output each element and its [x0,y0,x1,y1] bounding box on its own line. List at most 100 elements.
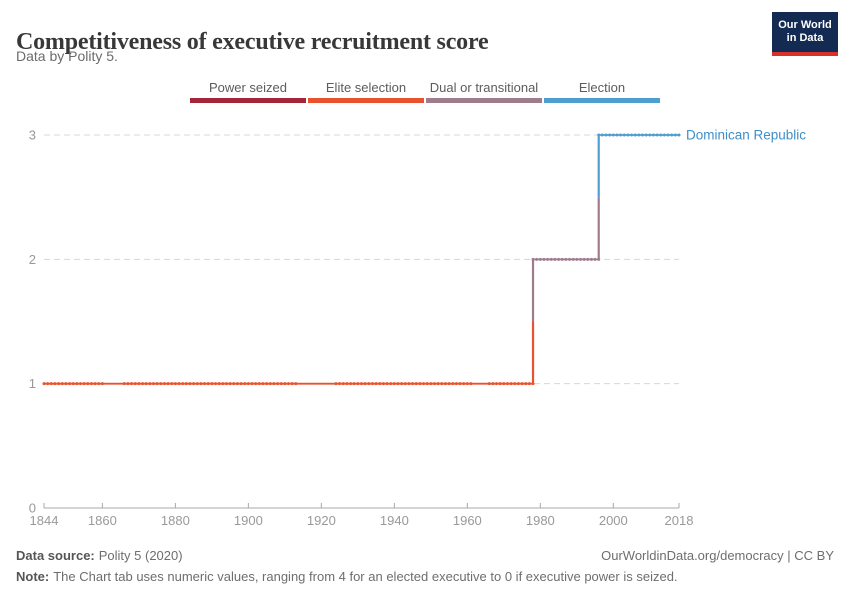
data-point[interactable] [673,133,677,137]
data-point[interactable] [272,382,276,386]
data-point[interactable] [440,382,444,386]
data-point[interactable] [246,382,250,386]
data-point[interactable] [454,382,458,386]
data-point[interactable] [604,133,608,137]
data-point[interactable] [513,382,517,386]
data-point[interactable] [495,382,499,386]
data-point[interactable] [206,382,210,386]
legend-item-elite-selection[interactable]: Elite selection [308,80,424,103]
data-point[interactable] [600,133,604,137]
data-point[interactable] [666,133,670,137]
data-point[interactable] [239,382,243,386]
data-point[interactable] [553,257,557,261]
data-point[interactable] [265,382,269,386]
data-point[interactable] [78,382,82,386]
data-point[interactable] [97,382,101,386]
data-point[interactable] [210,382,214,386]
data-point[interactable] [100,382,104,386]
data-point[interactable] [203,382,207,386]
data-point[interactable] [578,257,582,261]
data-point[interactable] [257,382,261,386]
data-point[interactable] [633,133,637,137]
data-point[interactable] [520,382,524,386]
data-point[interactable] [217,382,221,386]
data-point[interactable] [403,382,407,386]
data-point[interactable] [432,382,436,386]
data-point[interactable] [429,382,433,386]
data-point[interactable] [385,382,389,386]
data-point[interactable] [276,382,280,386]
data-point[interactable] [243,382,247,386]
data-point[interactable] [436,382,440,386]
data-point[interactable] [367,382,371,386]
data-point[interactable] [469,382,473,386]
data-point[interactable] [122,382,126,386]
data-point[interactable] [571,257,575,261]
data-point[interactable] [192,382,196,386]
data-point[interactable] [199,382,203,386]
data-point[interactable] [232,382,236,386]
data-point[interactable] [159,382,163,386]
data-point[interactable] [568,257,572,261]
data-point[interactable] [396,382,400,386]
data-point[interactable] [126,382,130,386]
data-point[interactable] [86,382,90,386]
data-point[interactable] [487,382,491,386]
data-point[interactable] [250,382,254,386]
data-point[interactable] [214,382,218,386]
data-point[interactable] [443,382,447,386]
data-point[interactable] [451,382,455,386]
data-point[interactable] [290,382,294,386]
data-point[interactable] [268,382,272,386]
data-point[interactable] [549,257,553,261]
data-point[interactable] [425,382,429,386]
data-point[interactable] [644,133,648,137]
data-point[interactable] [677,133,681,137]
data-point[interactable] [137,382,141,386]
data-point[interactable] [82,382,86,386]
data-point[interactable] [49,382,53,386]
data-point[interactable] [462,382,466,386]
data-point[interactable] [542,257,546,261]
data-point[interactable] [651,133,655,137]
data-point[interactable] [363,382,367,386]
data-point[interactable] [370,382,374,386]
data-point[interactable] [334,382,338,386]
data-point[interactable] [589,257,593,261]
data-point[interactable] [75,382,79,386]
data-point[interactable] [338,382,342,386]
data-point[interactable] [498,382,502,386]
data-point[interactable] [418,382,422,386]
data-point[interactable] [414,382,418,386]
data-point[interactable] [184,382,188,386]
data-point[interactable] [407,382,411,386]
data-point[interactable] [531,257,535,261]
data-point[interactable] [560,257,564,261]
data-point[interactable] [173,382,177,386]
data-point[interactable] [630,133,634,137]
data-point[interactable] [524,382,528,386]
data-point[interactable] [60,382,64,386]
data-point[interactable] [381,382,385,386]
data-point[interactable] [360,382,363,386]
data-point[interactable] [235,382,239,386]
data-point[interactable] [195,382,199,386]
data-point[interactable] [170,382,174,386]
data-point[interactable] [527,382,531,386]
data-point[interactable] [411,382,415,386]
legend-item-election[interactable]: Election [544,80,660,103]
data-point[interactable] [155,382,159,386]
data-point[interactable] [68,382,72,386]
data-point[interactable] [593,257,597,261]
data-point[interactable] [557,257,561,261]
data-point[interactable] [611,133,615,137]
data-point[interactable] [130,382,134,386]
data-point[interactable] [352,382,356,386]
data-point[interactable] [148,382,152,386]
data-point[interactable] [261,382,265,386]
data-point[interactable] [648,133,652,137]
data-point[interactable] [283,382,287,386]
data-point[interactable] [89,382,93,386]
data-point[interactable] [447,382,451,386]
data-point[interactable] [141,382,145,386]
